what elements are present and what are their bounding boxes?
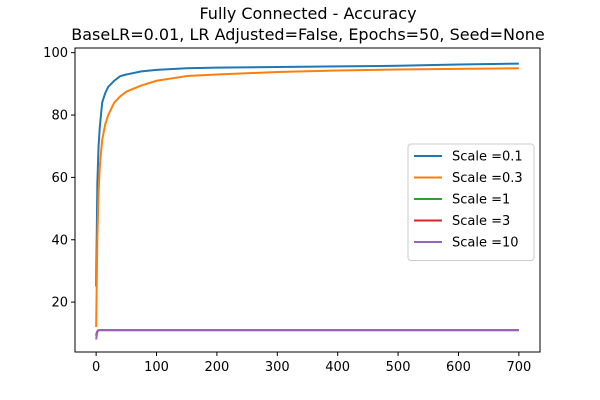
legend-label: Scale =0.1 — [452, 150, 523, 165]
chart-title: Fully Connected - Accuracy — [199, 4, 416, 23]
x-axis: 0 100 200 300 400 500 600 700 — [92, 352, 531, 375]
legend-label: Scale =0.3 — [452, 171, 523, 186]
series-line-5 — [95, 329, 519, 340]
x-tick-label: 0 — [92, 360, 100, 375]
x-tick-label: 700 — [506, 360, 531, 375]
y-axis: 20 40 60 80 100 — [43, 46, 75, 311]
legend-label: Scale =10 — [452, 236, 519, 251]
legend-label: Scale =1 — [452, 193, 510, 208]
x-tick-label: 600 — [446, 360, 471, 375]
x-tick-label: 500 — [386, 360, 411, 375]
y-tick-label: 80 — [51, 109, 68, 124]
legend-box — [407, 143, 535, 261]
series-line-2 — [95, 67, 519, 328]
series-line-1 — [95, 62, 519, 287]
legend: Scale =0.1 Scale =0.3 Scale =1 Scale =3 Scal… — [407, 143, 535, 261]
y-tick-label: 60 — [51, 171, 68, 186]
x-tick-label: 400 — [325, 360, 350, 375]
y-tick-label: 40 — [51, 233, 68, 248]
legend-label: Scale =3 — [452, 214, 510, 229]
x-tick-label: 300 — [265, 360, 290, 375]
x-tick-label: 200 — [205, 360, 230, 375]
plot-area — [95, 62, 519, 340]
chart-subtitle: BaseLR=0.01, LR Adjusted=False, Epochs=5… — [71, 25, 544, 44]
y-tick-label: 20 — [51, 296, 68, 311]
axes-frame — [74, 47, 541, 353]
y-tick-label: 100 — [43, 46, 68, 61]
x-tick-label: 100 — [144, 360, 169, 375]
